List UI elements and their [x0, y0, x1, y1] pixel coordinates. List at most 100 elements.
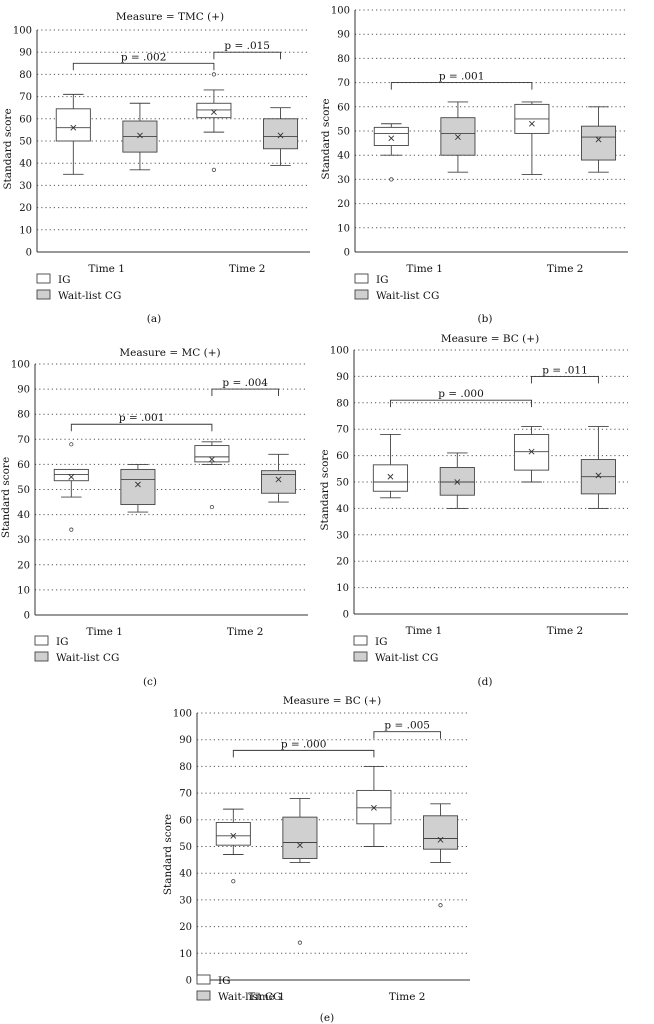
legend-swatch [353, 635, 368, 646]
chart-title: Measure = BC (+) [441, 333, 539, 345]
panel-label: (e) [320, 1012, 334, 1024]
box-cg-time-1 [439, 452, 475, 509]
legend-label: Wait-list CG [376, 290, 439, 302]
y-axis-label: Standard score [319, 449, 331, 530]
significance-bracket [232, 749, 375, 758]
chart-panel-4: Measure = BC (+) 0 10 20 30 40 50 60 70 80 90 100 St… [319, 333, 628, 688]
chart-panel-1: Measure = TMC (+) 0 10 20 30 40 50 60 70 80 90 100 S… [2, 11, 310, 325]
y-tick-label: 60 [336, 451, 349, 462]
box-mean-marker [68, 474, 75, 480]
p-value-label: p = .001 [439, 71, 485, 83]
box-mean-marker [277, 132, 284, 139]
box-iqr [372, 464, 409, 492]
box-mean-marker [70, 124, 77, 131]
y-tick-label: 70 [179, 789, 192, 800]
mean-stroke [230, 832, 237, 839]
box-ig-time-2 [196, 72, 232, 172]
legend-label: IG [56, 636, 69, 648]
mean-stroke [454, 479, 461, 485]
y-tick-label: 10 [17, 585, 30, 596]
box-iqr [282, 816, 318, 859]
box-ig-time-2 [514, 101, 550, 176]
box-iqr [55, 108, 91, 142]
box-ig-time-1 [55, 93, 91, 175]
y-tick-label: 60 [17, 460, 30, 471]
p-value-label: p = .000 [438, 388, 484, 400]
chart-panel-3: Measure = MC (+) 0 10 20 30 40 50 60 70 80 90 100 St… [0, 347, 308, 688]
mean-stroke [370, 804, 377, 811]
box-mean-marker [275, 476, 282, 483]
box-iqr [196, 102, 232, 119]
y-tick-label: 50 [336, 478, 349, 489]
y-axis-label: Standard score [320, 98, 332, 179]
box-iqr [439, 467, 475, 496]
outlier-point [209, 504, 215, 510]
box-ig-time-2 [513, 426, 550, 483]
box-mean-marker [528, 120, 535, 127]
legend-label: IG [218, 975, 231, 987]
legend-swatch [36, 273, 51, 284]
box-iqr [194, 445, 230, 463]
y-tick-label: 0 [344, 248, 350, 259]
legend-swatch [196, 974, 211, 985]
p-value-label: p = .001 [119, 412, 165, 424]
box-iqr [120, 468, 156, 506]
significance-bracket [531, 375, 599, 384]
significance-bracket [70, 423, 213, 432]
y-tick-label: 80 [19, 70, 32, 81]
legend-label: Wait-list CG [375, 652, 438, 664]
box-ig-time-2 [194, 441, 230, 510]
mean-stroke [387, 473, 394, 480]
legend-swatch [34, 635, 49, 646]
box-ig-time-1 [372, 434, 409, 499]
box-cg-time-2 [263, 107, 299, 166]
chart-title: Measure = MC (+) [119, 347, 220, 359]
mean-stroke [208, 456, 215, 463]
legend-swatch [36, 289, 51, 300]
y-tick-label: 60 [179, 815, 192, 826]
outlier-point [389, 177, 394, 182]
box-iqr [356, 789, 392, 825]
mean-stroke [297, 842, 303, 849]
box-cg-time-1 [282, 797, 318, 945]
significance-bracket [211, 388, 279, 397]
y-tick-label: 90 [179, 735, 192, 746]
box-ig-time-2 [356, 765, 392, 847]
outlier-point [69, 442, 74, 447]
y-tick-label: 100 [11, 360, 30, 371]
y-tick-label: 70 [19, 92, 32, 103]
p-value-label: p = .011 [542, 364, 588, 376]
y-tick-label: 20 [179, 922, 192, 933]
box-mean-marker [135, 481, 141, 488]
box-mean-marker [387, 473, 394, 480]
y-tick-label: 10 [19, 225, 32, 236]
y-tick-label: 70 [337, 78, 350, 89]
y-tick-label: 60 [337, 102, 350, 113]
significance-bracket [389, 399, 533, 408]
y-tick-label: 30 [179, 895, 192, 906]
y-tick-label: 90 [336, 372, 349, 383]
box-iqr [513, 434, 550, 471]
mean-stroke [210, 109, 217, 116]
box-cg-time-1 [120, 463, 156, 513]
p-value-label: p = .002 [121, 51, 167, 63]
box-ig-time-1 [373, 123, 409, 182]
y-tick-label: 50 [337, 127, 350, 138]
y-tick-label: 60 [19, 114, 32, 125]
y-tick-label: 20 [337, 199, 350, 210]
p-value-label: p = .015 [224, 40, 270, 52]
y-tick-label: 50 [179, 842, 192, 853]
y-tick-label: 40 [179, 869, 192, 880]
y-tick-label: 50 [17, 485, 30, 496]
box-cg-time-2 [423, 803, 459, 908]
y-tick-label: 30 [336, 530, 349, 541]
mean-stroke [388, 135, 395, 142]
y-tick-label: 20 [17, 560, 30, 571]
y-tick-label: 90 [19, 48, 32, 59]
y-tick-label: 40 [19, 159, 32, 170]
x-tick-label: Time 1 [86, 626, 123, 638]
panel-label: (b) [478, 313, 493, 325]
x-tick-label: Time 1 [88, 263, 125, 275]
box-mean-marker [208, 456, 215, 463]
